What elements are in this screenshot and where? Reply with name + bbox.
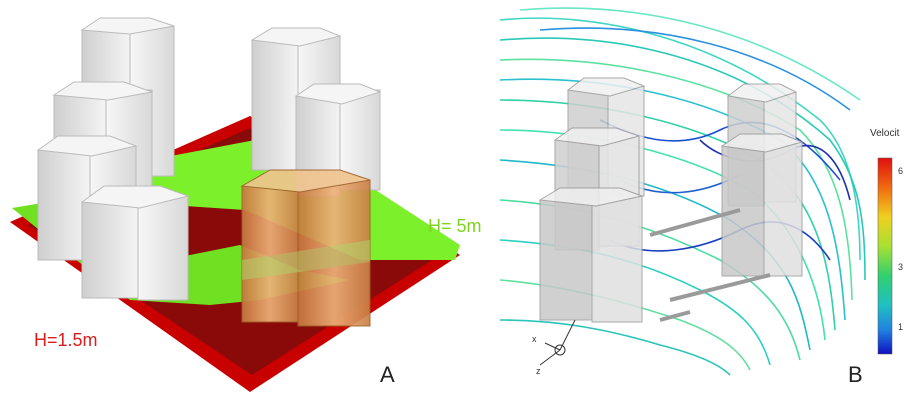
axis-label-x: x xyxy=(532,334,537,344)
highlighted-building xyxy=(240,169,371,327)
axis-triad xyxy=(539,319,576,366)
panel-label-a: A xyxy=(380,362,395,387)
building-b-left-front xyxy=(538,187,644,323)
height-label-low: H=1.5m xyxy=(34,330,98,350)
height-label-high: H= 5m xyxy=(428,216,482,236)
panel-label-b: B xyxy=(848,362,863,387)
connectors xyxy=(649,208,771,322)
axis-label-z: z xyxy=(536,366,541,376)
panel-b xyxy=(499,7,893,376)
building-b-right-lower xyxy=(720,133,804,277)
building-cluster-front xyxy=(80,185,190,301)
legend-colorbar xyxy=(877,157,893,355)
legend-tick-1: 1 xyxy=(898,322,904,332)
legend-tick-3: 3 xyxy=(898,262,904,272)
building-cluster-mid-right xyxy=(294,83,382,197)
legend-title: Velocit xyxy=(870,128,900,139)
panel-a xyxy=(10,17,460,392)
legend-tick-6: 6 xyxy=(898,166,904,176)
